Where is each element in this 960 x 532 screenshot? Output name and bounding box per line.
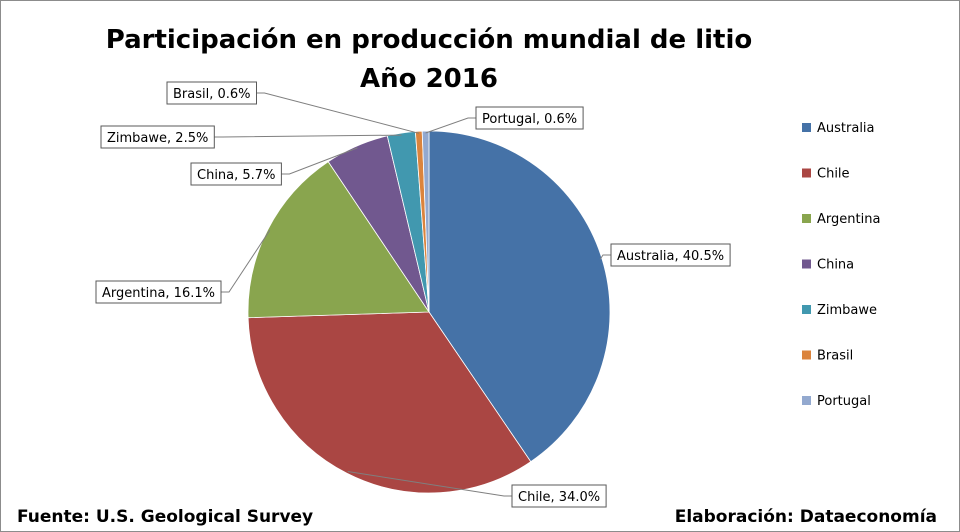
pie-slices: [247, 130, 611, 494]
data-label-box-zimbawe: [100, 125, 215, 149]
data-label-box-china: [190, 162, 282, 186]
data-label-zimbawe: Zimbawe, 2.5%: [107, 131, 208, 146]
data-label-box-argentina: [95, 280, 222, 304]
data-label-box-chile: [511, 484, 607, 508]
legend-swatch-portugal: [802, 396, 811, 405]
leader-line-australia: [599, 254, 611, 260]
data-label-chile: Chile, 34.0%: [518, 490, 600, 505]
data-label-box-brasil: [166, 81, 257, 105]
source-note: Fuente: U.S. Geological Survey: [17, 507, 314, 527]
data-label-australia: Australia, 40.5%: [617, 249, 724, 264]
leader-line-argentina: [221, 229, 271, 293]
data-label-portugal: Portugal, 0.6%: [482, 112, 577, 127]
leader-lines: [214, 92, 611, 497]
legend-swatch-argentina: [802, 214, 811, 223]
leader-line-chile: [347, 471, 512, 497]
leader-line-zimbawe: [214, 134, 402, 138]
pie-slice-chile: [247, 311, 532, 494]
chart-title: Participación en producción mundial de l…: [106, 25, 753, 55]
data-label-china: China, 5.7%: [197, 168, 275, 183]
legend-swatch-china: [802, 259, 811, 269]
leader-line-portugal: [425, 117, 476, 134]
pie-slice-argentina: [247, 161, 430, 319]
legend: Australia Chile Argentina China Zimbawe Brasi…: [802, 121, 880, 409]
legend-label-zimbawe: Zimbawe: [817, 303, 877, 318]
legend-swatch-brasil: [802, 350, 811, 360]
legend-swatch-zimbawe: [802, 305, 811, 314]
legend-label-china: China: [817, 258, 854, 273]
legend-swatch-australia: [802, 123, 811, 132]
legend-label-argentina: Argentina: [817, 212, 880, 227]
data-label-box-portugal: [475, 106, 584, 130]
chart-subtitle: Año 2016: [360, 64, 498, 94]
credit-note: Elaboración: Dataeconomía: [674, 507, 937, 527]
leader-line-brasil: [256, 92, 420, 134]
data-label-box-australia: [610, 243, 731, 267]
data-label-argentina: Argentina, 16.1%: [102, 286, 215, 301]
pie-slice-australia: [428, 130, 611, 463]
legend-label-australia: Australia: [817, 121, 875, 136]
legend-swatch-chile: [802, 168, 811, 178]
data-labels: Australia, 40.5% Chile, 34.0% Argentina, 1…: [95, 81, 731, 508]
legend-label-portugal: Portugal: [817, 394, 871, 409]
legend-label-brasil: Brasil: [817, 349, 853, 364]
leader-line-china: [281, 147, 358, 175]
data-label-brasil: Brasil, 0.6%: [173, 87, 251, 102]
pie-slice-portugal: [421, 130, 430, 313]
legend-label-chile: Chile: [817, 167, 850, 182]
